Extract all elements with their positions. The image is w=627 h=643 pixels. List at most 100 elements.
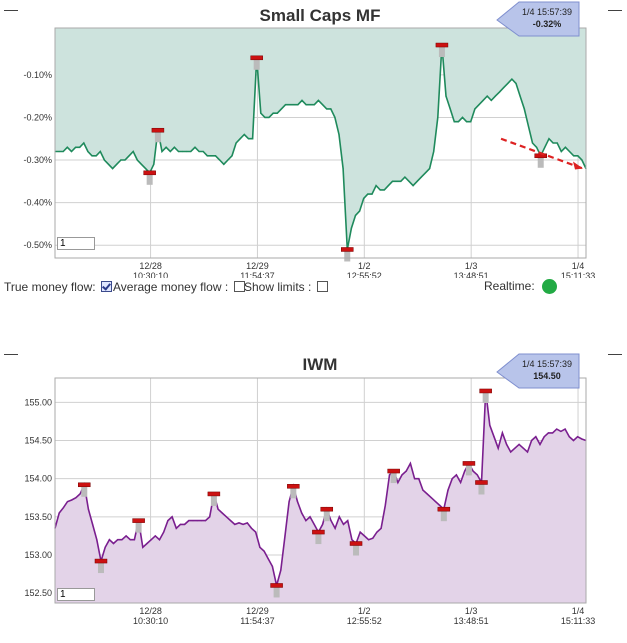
marker-stem	[210, 493, 217, 506]
data-point	[556, 142, 558, 144]
data-point	[453, 121, 455, 123]
x-tick-time: 15:11:33	[561, 271, 595, 278]
marker-stem	[146, 172, 153, 185]
data-point	[150, 539, 152, 541]
data-point	[227, 159, 229, 161]
data-point	[552, 432, 554, 434]
data-point	[478, 104, 480, 106]
period-input[interactable]: 1	[57, 588, 95, 601]
marker-stem	[344, 249, 351, 262]
data-point	[209, 516, 211, 518]
data-point	[146, 542, 148, 545]
data-point	[184, 523, 186, 525]
marker-stem	[440, 509, 447, 522]
data-point	[305, 104, 307, 106]
data-point	[246, 522, 248, 524]
marker-cap	[534, 153, 547, 159]
data-point	[514, 447, 516, 449]
show-limits-checkbox[interactable]	[316, 281, 328, 292]
data-point	[247, 138, 250, 140]
average-money-flow-checkbox[interactable]	[233, 281, 245, 292]
data-point	[75, 497, 77, 499]
data-point	[91, 155, 93, 157]
y-tick-label: -0.10%	[23, 70, 52, 80]
marker-cap	[78, 482, 91, 488]
data-point	[347, 520, 349, 522]
data-point	[380, 527, 382, 529]
data-point	[104, 546, 106, 548]
y-tick-label: -0.40%	[23, 198, 52, 208]
data-point	[539, 443, 541, 445]
data-point	[301, 512, 303, 514]
data-point	[439, 504, 441, 506]
data-point	[326, 108, 328, 110]
data-point	[234, 523, 236, 525]
data-point	[58, 512, 60, 514]
x-tick-date: 1/4	[572, 606, 585, 616]
data-point	[79, 146, 81, 148]
data-point	[239, 138, 241, 140]
data-point	[267, 558, 269, 560]
data-point	[351, 539, 353, 541]
y-tick-label: 153.50	[24, 512, 52, 522]
data-point	[142, 546, 144, 548]
true-money-flow-checkbox[interactable]	[100, 281, 112, 292]
data-point	[243, 133, 245, 136]
data-point	[154, 535, 156, 537]
data-point	[161, 150, 163, 153]
data-point	[255, 531, 257, 533]
data-point	[572, 439, 575, 442]
realtime-status-dot[interactable]	[542, 279, 558, 294]
x-tick-time: 15:11:33	[561, 616, 595, 626]
data-point	[71, 499, 73, 501]
data-point	[194, 146, 196, 148]
data-point	[354, 214, 357, 216]
data-point	[219, 159, 221, 161]
y-tick-label: -0.30%	[23, 155, 52, 165]
data-point	[426, 493, 428, 495]
data-point	[400, 180, 402, 182]
data-point	[437, 116, 439, 118]
data-point	[338, 133, 340, 136]
minimize-icon[interactable]: —	[4, 1, 18, 17]
marker-cap	[312, 529, 325, 535]
marker-cap	[341, 247, 354, 252]
data-point	[470, 121, 472, 123]
minimize-icon[interactable]: —	[608, 1, 622, 17]
chart-small-caps-mf: Small Caps MF -0.10%-0.20%-0.30%-0.40%-0…	[23, 1, 595, 278]
data-point	[376, 531, 378, 533]
data-point	[120, 159, 122, 161]
marker-cap	[387, 468, 400, 474]
x-tick-time: 12:55:52	[347, 616, 382, 626]
data-point	[242, 523, 244, 525]
data-point	[186, 150, 188, 153]
x-tick-time: 11:54:37	[240, 271, 274, 278]
data-point	[422, 489, 424, 491]
chart-title: IWM	[303, 355, 338, 374]
data-point	[259, 546, 261, 548]
marker-cap	[270, 583, 283, 588]
data-point	[163, 531, 165, 533]
marker-stem	[81, 484, 88, 497]
period-input[interactable]: 1	[57, 237, 95, 250]
data-point	[284, 104, 287, 106]
marker-cap	[462, 461, 476, 466]
data-point	[420, 176, 422, 178]
data-point	[309, 516, 311, 518]
data-point	[66, 501, 69, 503]
data-point	[96, 539, 98, 541]
data-point	[263, 550, 265, 552]
data-point	[165, 146, 167, 148]
marker-stem	[154, 130, 161, 143]
marker-stem	[315, 532, 322, 545]
data-point	[99, 150, 101, 153]
data-point	[272, 112, 274, 114]
data-point	[305, 520, 307, 522]
data-point	[564, 428, 566, 430]
minimize-icon[interactable]: —	[4, 345, 18, 361]
marker-stem	[273, 585, 280, 598]
chart-title: Small Caps MF	[260, 6, 381, 25]
x-tick-date: 12/29	[246, 606, 269, 616]
minimize-icon[interactable]: —	[608, 345, 622, 361]
data-point	[264, 116, 266, 118]
